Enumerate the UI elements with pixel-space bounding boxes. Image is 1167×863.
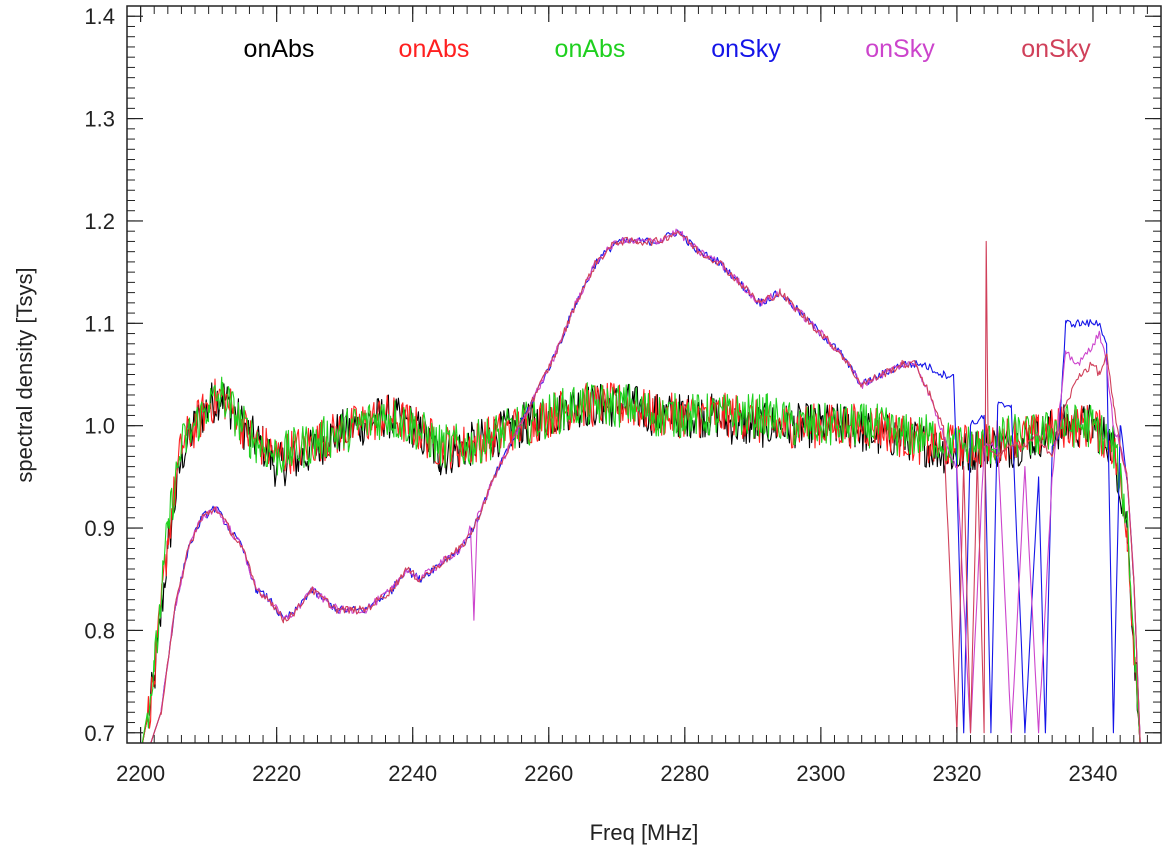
x-tick-label: 2260 (524, 761, 573, 786)
tick-layer: 2200 2220 2240 2260 2280 2300 2320 2340 0.7 0.8 0.… (84, 4, 1162, 786)
y-tick-label: 1.1 (84, 311, 115, 336)
x-axis-title: Freq [MHz] (590, 820, 699, 845)
x-tick-label: 2200 (116, 761, 165, 786)
y-tick-label: 0.7 (84, 721, 115, 746)
series-line-3 (141, 376, 1141, 743)
legend-label: onSky (711, 35, 781, 63)
y-tick-label: 1.2 (84, 209, 115, 234)
legend: onAbs onAbs onAbs onSky onSky onSky (244, 35, 1092, 63)
x-tick-label: 2240 (388, 761, 437, 786)
legend-label: onSky (865, 35, 935, 63)
y-tick-label: 1.3 (84, 107, 115, 132)
legend-label: onAbs (244, 35, 315, 63)
x-tick-label: 2300 (796, 761, 845, 786)
y-tick-label: 1.0 (84, 414, 115, 439)
legend-label: onAbs (555, 35, 626, 63)
x-tick-label: 2340 (1068, 761, 1117, 786)
x-tick-label: 2280 (660, 761, 709, 786)
legend-label: onAbs (399, 35, 470, 63)
y-tick-label: 1.4 (84, 4, 115, 29)
legend-label: onSky (1021, 35, 1091, 63)
x-tick-label: 2320 (932, 761, 981, 786)
series-layer (141, 228, 1141, 743)
y-tick-label: 0.9 (84, 516, 115, 541)
y-axis-title: spectral density [Tsys] (12, 267, 37, 482)
x-tick-label: 2220 (252, 761, 301, 786)
y-tick-label: 0.8 (84, 618, 115, 643)
series-line-6 (150, 230, 1141, 743)
